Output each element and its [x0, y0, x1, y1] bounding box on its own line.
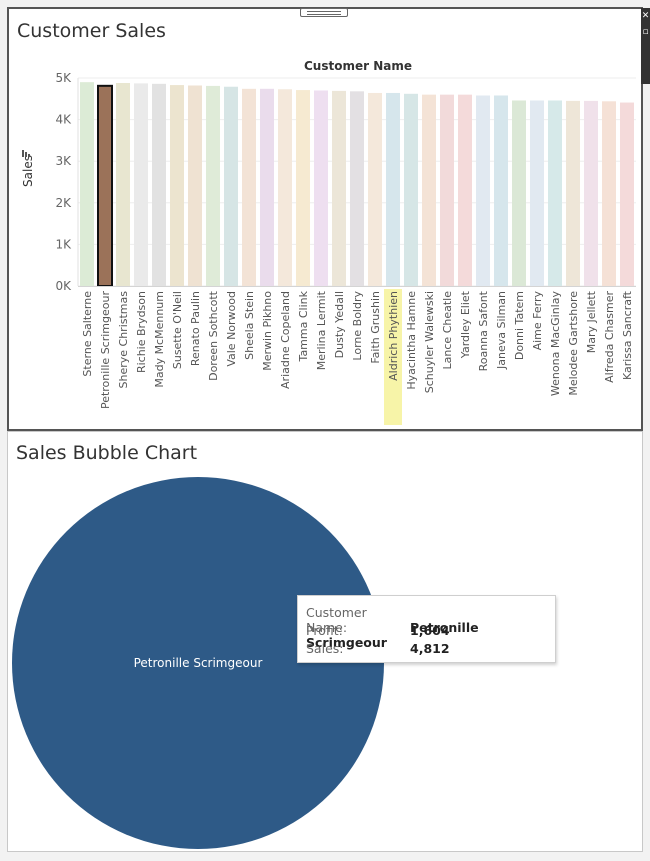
x-tick-label[interactable]: Donni Tatem: [513, 291, 526, 360]
bar[interactable]: [188, 85, 202, 286]
sales-bubble-title: Sales Bubble Chart: [16, 442, 198, 464]
bar[interactable]: [350, 91, 364, 286]
tooltip: Customer Name: Petronille Scrimgeour Prof…: [297, 595, 556, 663]
bar[interactable]: [242, 88, 256, 286]
bar[interactable]: [404, 93, 418, 286]
x-tick-label[interactable]: Renato Paulin: [189, 291, 202, 366]
bar[interactable]: [494, 95, 508, 286]
bars-layer: 0K 1K 2K 3K 4K 5K Sterne Salterne Petronille Sc…: [55, 71, 636, 425]
bar[interactable]: [224, 86, 238, 287]
bubbles-layer: Petronille Scrimgeour: [12, 477, 384, 849]
tooltip-row-sales: Sales: 4,812: [306, 641, 450, 656]
bar[interactable]: [620, 102, 634, 286]
x-tick-label[interactable]: Vale Norwood: [225, 291, 238, 367]
bar[interactable]: [170, 85, 184, 287]
x-tick-label[interactable]: Lorne Boldry: [351, 291, 364, 361]
x-tick-label[interactable]: Roanna Safont: [477, 290, 490, 371]
bar[interactable]: [296, 90, 310, 287]
bubble[interactable]: [12, 477, 384, 849]
bar[interactable]: [602, 101, 616, 287]
bar[interactable]: [476, 95, 490, 286]
bar[interactable]: [548, 100, 562, 287]
x-tick-label[interactable]: Doreen Sothcott: [207, 290, 220, 381]
x-tick-label[interactable]: Wenona MacGinlay: [549, 291, 562, 397]
customer-sales-title: Customer Sales: [17, 20, 166, 42]
window-icon[interactable]: ▫: [642, 27, 649, 37]
x-tick-label[interactable]: Faith Grushin: [369, 291, 382, 364]
bar[interactable]: [422, 94, 436, 286]
panel-controls[interactable]: ✕ ▫: [641, 8, 650, 84]
x-tick-label[interactable]: Tamma Clink: [297, 290, 310, 362]
x-tick-label[interactable]: Schuyler Walewski: [423, 291, 436, 393]
x-tick-label[interactable]: Lance Cheatle: [441, 291, 454, 370]
bar[interactable]: [386, 92, 400, 286]
bar[interactable]: [314, 90, 328, 286]
tooltip-row-customer: Customer Name: Petronille Scrimgeour: [306, 605, 479, 650]
bar[interactable]: [458, 94, 472, 286]
x-tick-label[interactable]: Merwin Pikhno: [261, 291, 274, 371]
x-tick-label[interactable]: Ariadne Copeland: [279, 291, 292, 389]
x-tick-label[interactable]: Yardley Eliet: [459, 290, 472, 359]
bar[interactable]: [332, 90, 346, 287]
x-tick-label[interactable]: Susette O'Neil: [171, 291, 184, 369]
y-tick-label: 3K: [55, 154, 72, 168]
bar[interactable]: [512, 100, 526, 287]
drag-handle-icon[interactable]: [300, 8, 348, 17]
close-icon[interactable]: ✕: [641, 11, 650, 21]
bar[interactable]: [260, 88, 274, 286]
y-tick-label: 0K: [55, 279, 72, 293]
x-tick-label[interactable]: Aldrich Phythien: [387, 291, 400, 381]
bubble-label: Petronille Scrimgeour: [134, 656, 263, 670]
x-tick-label[interactable]: Sherye Christmas: [117, 291, 130, 389]
bar[interactable]: [440, 94, 454, 286]
x-tick-label[interactable]: Janeva Silman: [495, 291, 508, 370]
y-tick-label: 1K: [55, 237, 72, 251]
y-tick-label: 4K: [55, 113, 72, 127]
x-tick-label[interactable]: Petronille Scrimgeour: [99, 291, 112, 410]
bar[interactable]: [566, 100, 580, 286]
bar[interactable]: [368, 92, 382, 286]
x-tick-label[interactable]: Merlina Lermit: [315, 290, 328, 370]
x-tick-label[interactable]: Sheela Stein: [243, 291, 256, 360]
x-tick-label[interactable]: Karissa Sancraft: [621, 290, 634, 380]
x-tick-label[interactable]: Sterne Salterne: [81, 291, 94, 377]
bar[interactable]: [584, 100, 598, 286]
bar[interactable]: [116, 82, 130, 286]
sort-icon[interactable]: [22, 150, 30, 157]
tooltip-row-profit: Profit: 1,604: [306, 623, 450, 638]
label-highlight: [384, 289, 402, 425]
y-axis-title: Sales: [21, 155, 35, 187]
x-tick-label[interactable]: Melodee Gartshore: [567, 291, 580, 396]
x-tick-label[interactable]: Mary Jellett: [585, 290, 598, 353]
x-tick-label[interactable]: Mady McMennum: [153, 291, 166, 388]
y-tick-label: 2K: [55, 196, 72, 210]
bar[interactable]: [530, 100, 544, 287]
bar[interactable]: [206, 85, 220, 287]
x-tick-label[interactable]: Hyacintha Hamne: [405, 291, 418, 390]
bar[interactable]: [134, 83, 148, 287]
bar[interactable]: [278, 89, 292, 287]
x-tick-label[interactable]: Aime Ferry: [531, 291, 544, 351]
x-tick-label[interactable]: Dusty Yedall: [333, 291, 346, 358]
bar[interactable]: [80, 82, 94, 286]
x-tick-label[interactable]: Alfreda Chasmer: [603, 291, 616, 383]
bar[interactable]: [152, 83, 166, 286]
column-header: Customer Name: [304, 59, 412, 73]
y-tick-label: 5K: [55, 71, 72, 85]
x-tick-label[interactable]: Richie Brydson: [135, 291, 148, 373]
